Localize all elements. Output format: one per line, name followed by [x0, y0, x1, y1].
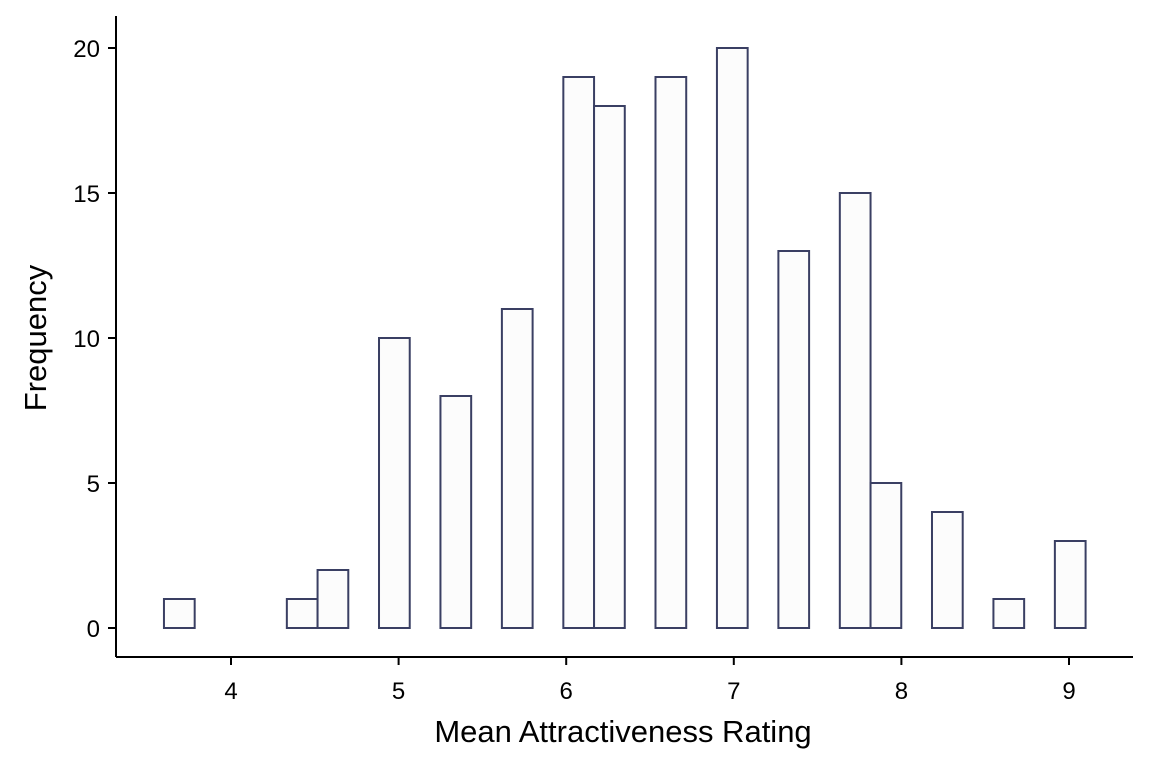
y-tick-label: 0 — [87, 616, 100, 643]
y-axis-ticks: 0 5 10 15 20 — [73, 36, 116, 643]
y-tick-label: 10 — [73, 326, 100, 353]
y-axis-title: Frequency — [18, 264, 53, 411]
x-tick-label: 5 — [392, 678, 405, 705]
y-tick-label: 20 — [73, 36, 100, 63]
x-tick-label: 4 — [224, 678, 237, 705]
x-tick-label: 8 — [895, 678, 908, 705]
histogram-bar — [316, 569, 350, 629]
histogram-bar — [992, 598, 1026, 629]
histogram-bar — [869, 482, 903, 629]
histogram-bar — [930, 511, 964, 629]
histogram-bar — [285, 598, 319, 629]
y-tick-label: 15 — [73, 181, 100, 208]
histogram-bar — [162, 598, 196, 629]
histogram-bar — [715, 47, 749, 629]
histogram-bar — [439, 395, 473, 629]
x-tick-label: 9 — [1062, 678, 1075, 705]
y-tick-label: 5 — [87, 471, 100, 498]
x-axis-title: Mean Attractiveness Rating — [434, 714, 811, 749]
histogram-bar — [378, 337, 411, 629]
histogram-bars — [162, 47, 1087, 629]
histogram-bar — [654, 76, 688, 629]
histogram-bar — [500, 308, 534, 629]
x-tick-label: 7 — [727, 678, 740, 705]
x-axis-ticks: 4 5 6 7 8 9 — [224, 657, 1076, 705]
histogram-bar — [1053, 540, 1087, 629]
x-tick-label: 6 — [560, 678, 573, 705]
histogram-bar — [838, 192, 872, 629]
histogram-bar — [777, 250, 811, 629]
histogram-bar — [562, 76, 596, 629]
histogram-bar — [593, 105, 626, 629]
